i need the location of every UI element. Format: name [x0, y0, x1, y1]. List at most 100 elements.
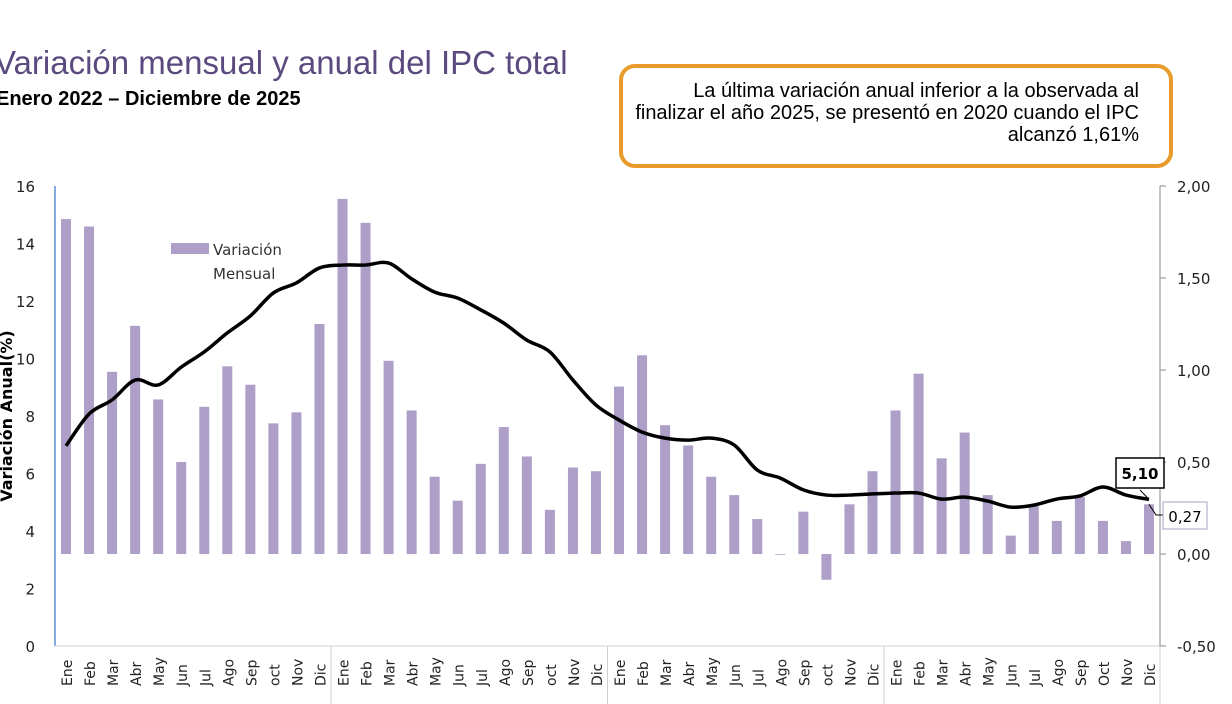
- bar-monthly: [798, 511, 809, 554]
- bar-monthly: [590, 471, 601, 554]
- x-tick-label: Abr: [682, 662, 698, 686]
- x-tick-label: May: [982, 657, 998, 686]
- x-tick-label: May: [429, 657, 445, 686]
- bar-monthly: [291, 412, 302, 554]
- x-tick-label: Jun: [1005, 664, 1021, 687]
- bar-monthly: [982, 495, 993, 554]
- y-tick-label: 12: [16, 293, 35, 311]
- y-tick-label: 4: [25, 523, 35, 541]
- data-label-box: [1115, 457, 1165, 489]
- bar-monthly: [1005, 535, 1016, 554]
- x-tick-label: Nov: [567, 659, 583, 686]
- bar-monthly: [1051, 520, 1062, 554]
- x-tick-label: Feb: [360, 661, 376, 686]
- bar-monthly: [475, 463, 486, 554]
- x-tick-label: Abr: [959, 662, 975, 686]
- bar-monthly: [130, 325, 141, 554]
- y-tick-label: 10: [16, 351, 35, 369]
- x-tick-label: Dic: [313, 664, 329, 686]
- y-axis-label: Variación Anual(%): [0, 330, 16, 502]
- bar-monthly: [660, 425, 671, 554]
- bar-monthly: [429, 476, 440, 554]
- x-tick-label: oct: [820, 664, 836, 686]
- legend-swatch: [171, 243, 209, 254]
- y-tick-label: 14: [16, 236, 35, 254]
- bar-monthly: [1120, 541, 1131, 554]
- x-tick-label: Sep: [244, 660, 260, 687]
- x-tick-label: Mar: [106, 659, 122, 686]
- bar-monthly: [936, 458, 947, 554]
- bar-monthly: [360, 222, 371, 555]
- bar-monthly: [199, 406, 210, 554]
- x-tick-label: Abr: [406, 662, 422, 686]
- bar-monthly: [867, 471, 878, 554]
- bar-monthly: [544, 509, 555, 554]
- y-tick-label: 16: [16, 178, 35, 196]
- x-tick-label: May: [152, 657, 168, 686]
- bar-monthly: [61, 219, 71, 554]
- x-tick-label: Jun: [175, 664, 191, 687]
- x-tick-label: Jul: [475, 669, 491, 687]
- bar-monthly: [245, 384, 256, 554]
- bar-monthly: [314, 324, 325, 554]
- x-tick-label: Ago: [1051, 659, 1067, 686]
- bar-monthly: [959, 432, 970, 554]
- x-tick-label: Mar: [659, 659, 675, 686]
- bar-monthly: [1028, 506, 1039, 554]
- legend-label: Mensual: [213, 265, 275, 283]
- chart-title: Variación mensual y anual del IPC total: [0, 44, 568, 81]
- bar-monthly: [729, 495, 740, 554]
- bar-monthly: [775, 554, 786, 555]
- x-tick-label: Ene: [613, 660, 629, 686]
- bar-monthly: [84, 226, 95, 555]
- bar-monthly: [913, 373, 924, 554]
- data-label-leader: [1148, 504, 1164, 516]
- y-tick-label: 8: [25, 408, 35, 426]
- bar-monthly: [521, 456, 532, 554]
- x-tick-label: Jun: [728, 664, 744, 687]
- x-tick-label: Dic: [590, 664, 606, 686]
- x-tick-label: Nov: [1120, 659, 1136, 686]
- y2-tick-label: -0,50: [1177, 638, 1216, 656]
- y2-tick-label: 0,00: [1177, 546, 1210, 564]
- x-tick-label: Jun: [452, 664, 468, 687]
- annotation-box: La última variación anual inferior a la …: [619, 64, 1173, 168]
- x-tick-label: Ago: [498, 659, 514, 686]
- x-tick-label: Sep: [1074, 660, 1090, 687]
- x-tick-label: Dic: [866, 664, 882, 686]
- x-tick-label: May: [705, 657, 721, 686]
- x-tick-label: Abr: [129, 662, 145, 686]
- bar-monthly: [890, 410, 901, 554]
- y-tick-label: 2: [25, 581, 35, 599]
- legend-label: Variación: [213, 241, 282, 259]
- bar-monthly: [844, 504, 855, 554]
- x-tick-label: Jul: [1028, 669, 1044, 687]
- x-tick-label: Jul: [198, 669, 214, 687]
- y2-tick-label: 0,50: [1177, 454, 1210, 472]
- bar-monthly: [706, 476, 717, 554]
- x-tick-label: Dic: [1143, 664, 1159, 686]
- bar-monthly: [452, 500, 463, 554]
- x-tick-label: Nov: [290, 659, 306, 686]
- x-tick-label: Ago: [221, 659, 237, 686]
- data-label-leader: [1139, 489, 1150, 500]
- bar-monthly: [752, 519, 763, 554]
- bar-monthly: [153, 399, 164, 554]
- data-label-box: [1162, 501, 1208, 530]
- x-tick-label: Ene: [337, 660, 353, 686]
- data-label-annual: 5,10: [1121, 465, 1158, 483]
- y-tick-label: 0: [25, 638, 35, 656]
- x-tick-label: Oct: [1097, 661, 1113, 686]
- x-tick-label: Feb: [636, 661, 652, 686]
- bar-monthly: [821, 554, 832, 580]
- x-tick-label: Feb: [913, 661, 929, 686]
- x-tick-label: Ene: [890, 660, 906, 686]
- y2-tick-label: 1,50: [1177, 270, 1210, 288]
- x-tick-label: Mar: [936, 659, 952, 686]
- x-tick-label: Ago: [774, 659, 790, 686]
- x-tick-label: Sep: [521, 660, 537, 687]
- chart-subtitle: Enero 2022 – Diciembre de 2025: [0, 88, 301, 110]
- line-annual: [64, 260, 1150, 510]
- bar-monthly: [383, 360, 394, 554]
